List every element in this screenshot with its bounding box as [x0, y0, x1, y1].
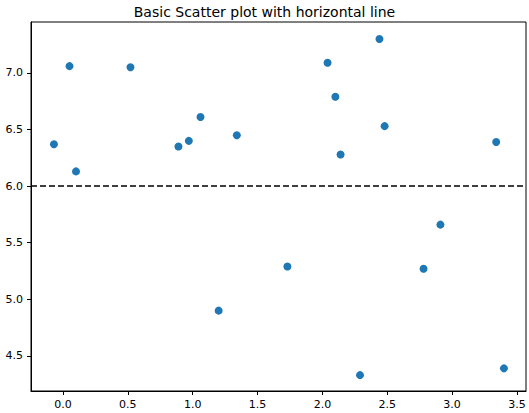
svg-text:Basic Scatter plot with horizo: Basic Scatter plot with horizontal line — [134, 4, 395, 20]
svg-text:2.5: 2.5 — [378, 398, 396, 411]
svg-text:6.5: 6.5 — [6, 123, 24, 136]
svg-text:4.5: 4.5 — [6, 349, 24, 362]
svg-text:2.0: 2.0 — [314, 398, 332, 411]
svg-text:7.0: 7.0 — [6, 66, 24, 79]
svg-text:5.0: 5.0 — [6, 293, 24, 306]
svg-text:6.0: 6.0 — [6, 180, 24, 193]
svg-text:1.0: 1.0 — [184, 398, 202, 411]
svg-text:0.5: 0.5 — [119, 398, 137, 411]
svg-text:3.5: 3.5 — [508, 398, 526, 411]
svg-text:1.5: 1.5 — [249, 398, 267, 411]
svg-text:0.0: 0.0 — [54, 398, 72, 411]
svg-text:3.0: 3.0 — [443, 398, 461, 411]
svg-text:5.5: 5.5 — [6, 236, 24, 249]
